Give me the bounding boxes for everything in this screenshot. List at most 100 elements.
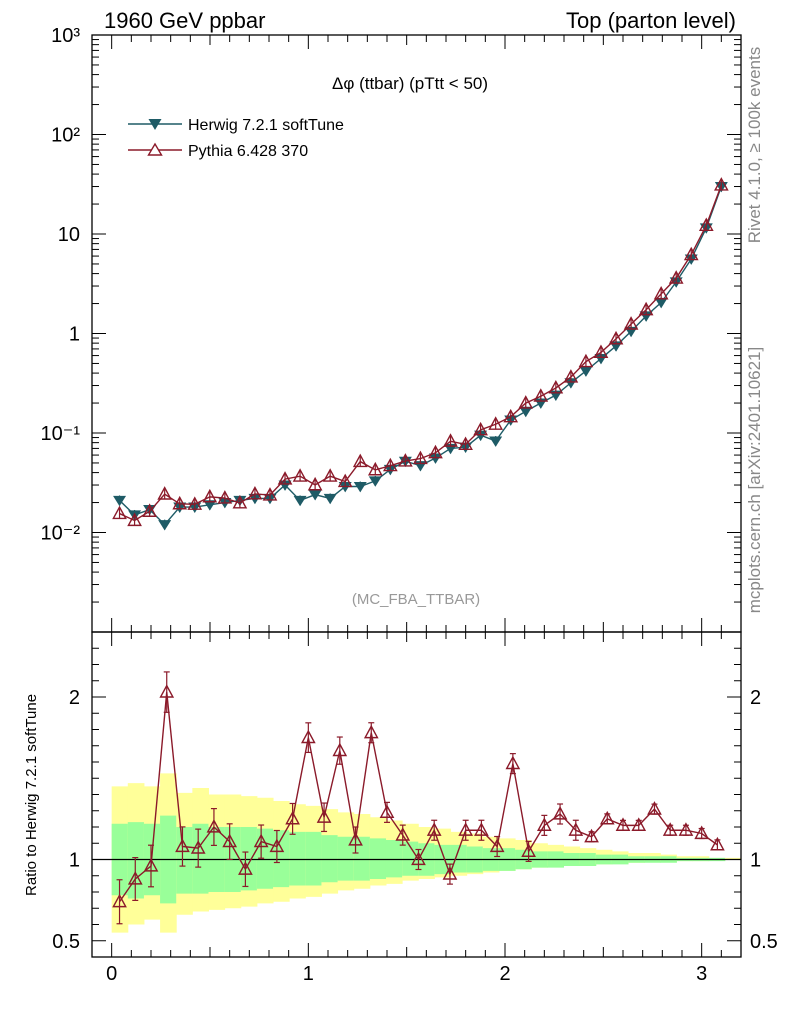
- pythia-point: [458, 436, 473, 450]
- ratio-point: [678, 822, 694, 836]
- pythia-point: [578, 353, 594, 368]
- pythia-point: [593, 344, 609, 358]
- ratio-y-axis-label: Ratio to Herwig 7.2.1 softTune: [23, 694, 40, 896]
- ratio-point: [521, 843, 536, 857]
- ratio-data-layer: [112, 671, 725, 925]
- ratio-point: [599, 810, 615, 825]
- ratio-point: [206, 819, 222, 833]
- ratio-point: [568, 822, 584, 836]
- main-y-tick-label: 1: [69, 324, 80, 346]
- ratio-point: [269, 838, 285, 853]
- pythia-point: [518, 395, 534, 409]
- ratio-point: [127, 871, 143, 885]
- ratio-point: [631, 817, 647, 831]
- main-y-tick-label: 10⁻¹: [41, 423, 81, 445]
- ratio-point: [238, 861, 253, 875]
- ratio-band-green: [337, 836, 355, 881]
- pythia-point: [187, 496, 203, 510]
- main-y-tick-label: 10⁻²: [41, 523, 81, 545]
- ratio-band-green: [402, 841, 419, 876]
- main-y-tick-label: 10: [58, 224, 80, 246]
- pythia-point: [262, 487, 278, 501]
- mcplots-label: mcplots.cern.ch [arXiv:2401.10621]: [745, 347, 764, 613]
- herwig-point: [353, 481, 367, 493]
- pythia-point: [322, 468, 338, 482]
- ratio-band-green: [321, 835, 339, 883]
- plot-title: Δφ (ttbar) (pTtt < 50): [332, 74, 488, 93]
- pythia-point: [127, 512, 142, 527]
- pythia-point: [398, 453, 413, 467]
- ratio-y-tick-label-left: 2: [69, 687, 80, 709]
- pythia-point: [503, 408, 519, 423]
- ratio-band-green: [305, 831, 322, 886]
- main-axis-ticks: 10⁻² 10⁻¹ 1 10 10² 10³: [41, 25, 741, 633]
- ratio-point: [552, 806, 568, 820]
- herwig-point: [579, 366, 593, 377]
- pythia-point: [337, 473, 353, 488]
- ratio-axis-ticks: 0.5 0.5 1 1 2 2 0 1 2 3: [52, 631, 778, 985]
- pythia-point: [653, 285, 669, 300]
- ratio-plot-panel: 0.5 0.5 1 1 2 2 0 1 2 3 Ratio to Herwig 7.2.1 sof…: [23, 631, 778, 985]
- ratio-point: [363, 724, 379, 739]
- pythia-point: [623, 316, 639, 330]
- legend-marker-herwig: [148, 119, 162, 130]
- ratio-point: [694, 825, 710, 840]
- process-label: Top (parton level): [566, 8, 736, 33]
- ratio-point: [489, 838, 505, 853]
- ratio-point: [615, 817, 631, 831]
- pythia-point: [533, 388, 549, 402]
- pythia-point: [608, 330, 624, 345]
- ratio-point: [253, 833, 269, 848]
- ratio-band-green: [176, 827, 193, 894]
- ratio-y-tick-label-right: 2: [750, 687, 761, 709]
- pythia-point: [563, 369, 579, 383]
- ratio-point: [316, 809, 332, 823]
- herwig-point: [323, 493, 337, 505]
- ratio-point: [300, 729, 316, 744]
- herwig-point: [564, 378, 578, 389]
- pythia-point: [157, 486, 173, 500]
- ratio-point: [285, 810, 300, 825]
- ratio-point: [379, 804, 395, 818]
- ratio-band-green: [369, 838, 387, 879]
- herwig-point: [293, 495, 307, 507]
- herwig-point: [519, 406, 533, 418]
- analysis-watermark: (MC_FBA_TTBAR): [352, 591, 480, 608]
- ratio-x-tick-label: 0: [106, 963, 117, 985]
- pythia-point: [683, 246, 699, 261]
- herwig-point: [203, 500, 217, 511]
- ratio-x-tick-label: 2: [499, 963, 510, 985]
- ratio-band-yellow: [724, 857, 742, 860]
- ratio-point: [411, 851, 426, 866]
- pythia-point: [352, 453, 368, 468]
- herwig-point: [113, 495, 127, 507]
- pythia-point: [638, 301, 654, 316]
- herwig-point: [489, 436, 503, 447]
- pythia-point: [112, 505, 127, 520]
- pythia-point: [413, 450, 428, 465]
- ratio-point: [112, 893, 127, 908]
- ratio-band-layer: [92, 773, 742, 933]
- ratio-point: [426, 822, 442, 836]
- pythia-point: [367, 461, 383, 476]
- pythia-point: [142, 503, 157, 517]
- ratio-band-green: [240, 827, 258, 891]
- pythia-point: [292, 468, 308, 482]
- ratio-band-green: [450, 844, 468, 873]
- main-y-tick-label: 10³: [51, 25, 80, 47]
- ratio-point: [159, 684, 175, 698]
- ratio-point: [442, 866, 458, 880]
- ratio-band-green: [353, 836, 371, 881]
- ratio-point: [175, 838, 190, 853]
- ratio-x-tick-label: 1: [303, 963, 314, 985]
- ratio-band-green: [385, 840, 403, 878]
- pythia-point: [428, 444, 443, 459]
- pythia-point: [217, 490, 233, 504]
- pythia-point: [307, 476, 323, 491]
- legend-label-pythia: Pythia 6.428 370: [188, 143, 308, 160]
- main-y-tick-label: 10²: [51, 125, 80, 147]
- pythia-point: [172, 495, 188, 510]
- ratio-point: [332, 742, 348, 757]
- main-plot-panel: 10⁻² 10⁻¹ 1 10 10² 10³ Δφ (ttbar) (pTtt < 50)…: [41, 25, 742, 633]
- ratio-x-tick-label: 3: [696, 963, 707, 985]
